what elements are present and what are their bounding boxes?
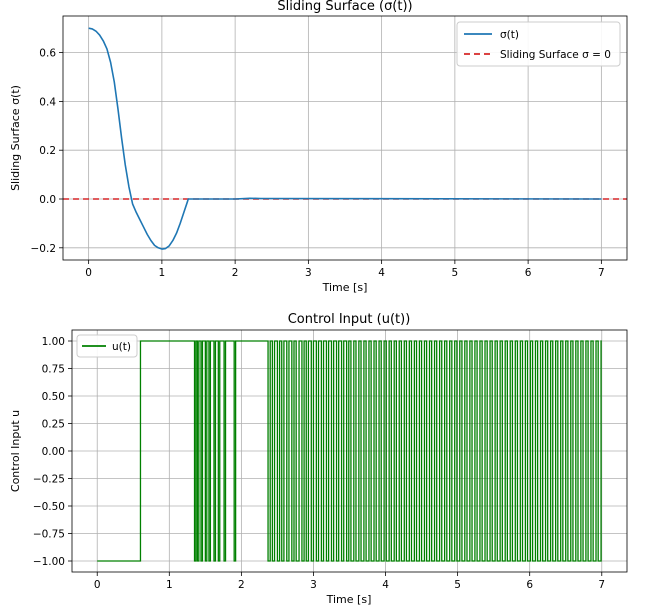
y-tick-label: 0.75 (42, 364, 65, 376)
x-axis-label: Time [s] (322, 281, 368, 294)
y-axis-label: Control Input u (9, 410, 22, 492)
y-tick-label: −0.50 (33, 501, 65, 513)
series-line-sigma (88, 27, 602, 250)
x-tick-label: 1 (159, 267, 166, 279)
y-tick-label: 0.50 (42, 391, 65, 403)
axes-frame (62, 15, 628, 261)
y-tick-label: 0.2 (39, 145, 56, 157)
series-line-u (97, 340, 602, 562)
x-tick-label: 5 (454, 579, 461, 591)
x-tick-label: 7 (598, 267, 605, 279)
legend-label-zero: Sliding Surface σ = 0 (500, 49, 611, 61)
x-tick-label: 0 (85, 267, 92, 279)
y-axis-label: Sliding Surface σ(t) (9, 85, 22, 191)
y-tick-label: −0.25 (33, 474, 65, 486)
control-input-chart: 0 1 2 3 4 5 6 7 −1.00 −0.75 −0.50 −0.25 0.00 0.25 0.50… (9, 312, 628, 606)
sliding-surface-chart: 0 1 2 3 4 5 6 7 −0.2 0.0 0.2 0.4 0.6 Sliding Surface… (9, 0, 628, 294)
x-axis-label: Time [s] (326, 593, 372, 606)
y-tick-label: −0.2 (31, 243, 57, 255)
x-tick-label: 5 (452, 267, 459, 279)
grid (63, 16, 627, 260)
x-tick-label: 3 (305, 267, 312, 279)
chart-title: Sliding Surface (σ(t)) (277, 0, 412, 14)
legend-box (76, 334, 138, 358)
y-tick-label: −0.75 (33, 529, 65, 541)
x-tick-label: 4 (378, 267, 385, 279)
x-tick-label: 6 (525, 267, 532, 279)
series-marks (63, 27, 627, 250)
y-tick-label: 0.0 (39, 194, 56, 206)
x-tick-label: 1 (166, 579, 173, 591)
x-tick-label: 3 (310, 579, 317, 591)
x-tick-label: 7 (598, 579, 605, 591)
legend-box (456, 21, 621, 67)
ticks: 0 1 2 3 4 5 6 7 −0.2 0.0 0.2 0.4 0.6 (31, 48, 605, 279)
legend: σ(t) Sliding Surface σ = 0 (456, 21, 621, 67)
x-tick-label: 2 (238, 579, 245, 591)
legend: u(t) (76, 334, 138, 358)
legend-label-u: u(t) (112, 341, 131, 353)
x-tick-label: 4 (382, 579, 389, 591)
y-tick-label: 0.25 (42, 419, 65, 431)
x-tick-label: 2 (232, 267, 239, 279)
ticks: 0 1 2 3 4 5 6 7 −1.00 −0.75 −0.50 −0.25 0.00 0.25 0.50… (33, 336, 605, 591)
chart-title: Control Input (u(t)) (288, 312, 411, 327)
y-tick-label: 1.00 (42, 336, 65, 348)
y-tick-label: −1.00 (33, 556, 65, 568)
series-marks (97, 340, 602, 562)
y-tick-label: 0.6 (39, 48, 56, 60)
legend-label-sigma: σ(t) (500, 29, 519, 41)
y-tick-label: 0.4 (39, 96, 56, 108)
y-tick-label: 0.00 (42, 446, 65, 458)
x-tick-label: 0 (94, 579, 101, 591)
x-tick-label: 6 (526, 579, 533, 591)
